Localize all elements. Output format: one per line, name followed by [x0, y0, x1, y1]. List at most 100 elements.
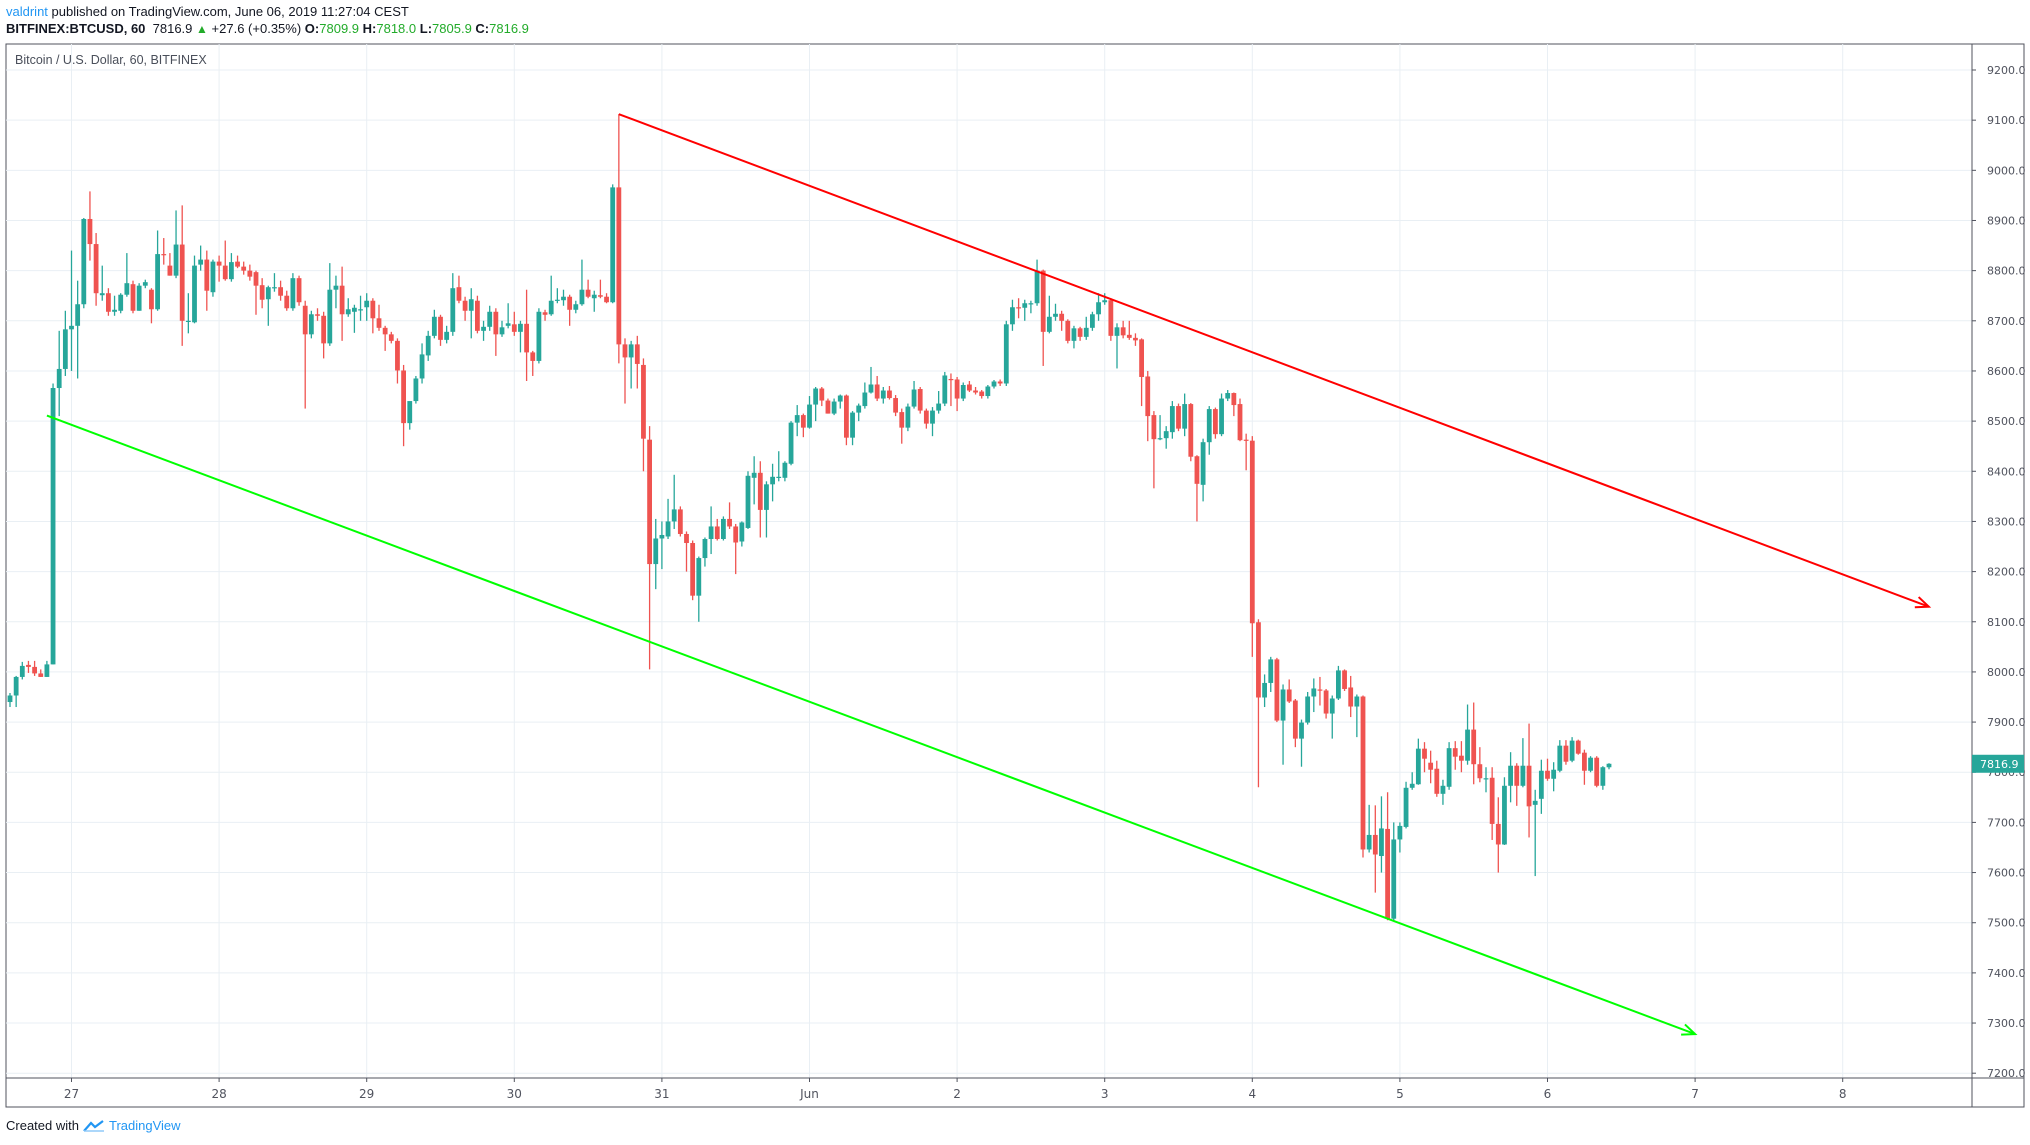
- candle: [874, 384, 880, 399]
- candle: [1083, 327, 1089, 337]
- close-value: 7816.9: [489, 21, 529, 36]
- candle: [364, 300, 370, 308]
- candle: [745, 475, 751, 528]
- price-axis-label: 8800.0: [1987, 265, 2026, 278]
- price-axis-label: 7200.0: [1987, 1067, 2026, 1080]
- candle: [930, 410, 935, 424]
- candle: [136, 285, 142, 311]
- candle: [1434, 768, 1440, 794]
- candle: [856, 405, 862, 413]
- candle: [868, 384, 874, 393]
- chart-frame: [5, 43, 2025, 1108]
- candle: [776, 476, 782, 478]
- candle: [1188, 404, 1194, 457]
- candle: [1299, 722, 1304, 739]
- candle: [1200, 442, 1206, 485]
- candle: [1077, 328, 1083, 337]
- candle: [1422, 748, 1427, 759]
- footer: Created with TradingView: [6, 1118, 181, 1133]
- close-label: C:: [475, 21, 490, 36]
- candle: [1163, 431, 1169, 439]
- candle: [917, 389, 923, 411]
- candle: [714, 526, 720, 539]
- author-link[interactable]: valdrint: [6, 4, 48, 19]
- candle: [991, 381, 997, 387]
- candle: [388, 334, 394, 341]
- candle: [302, 305, 308, 335]
- candle: [684, 533, 689, 544]
- candle: [1292, 700, 1298, 739]
- candle: [1588, 757, 1593, 771]
- candle: [967, 384, 972, 391]
- candle: [1342, 670, 1347, 689]
- candle: [1034, 270, 1040, 304]
- candle: [1280, 689, 1286, 721]
- time-axis[interactable]: [7, 1079, 1971, 1106]
- candle: [548, 300, 554, 315]
- support-trend-line[interactable]: [46, 414, 1696, 1036]
- candle: [179, 244, 185, 321]
- candle: [1397, 825, 1403, 840]
- candle: [573, 304, 579, 310]
- candle: [1274, 659, 1280, 721]
- price-axis-label: 9200.0: [1987, 64, 2026, 77]
- candle: [1582, 752, 1587, 771]
- candle: [813, 388, 819, 405]
- candle: [911, 389, 917, 407]
- candle: [690, 543, 696, 596]
- time-axis-label: 27: [64, 1087, 79, 1101]
- price-axis-label: 8600.0: [1987, 365, 2026, 378]
- candle: [253, 272, 259, 286]
- candle: [1348, 687, 1354, 707]
- price-axis[interactable]: [1973, 45, 2023, 1077]
- candle: [844, 395, 849, 438]
- candle: [321, 315, 327, 344]
- candle: [1071, 328, 1077, 341]
- candle: [1360, 696, 1366, 850]
- candle: [284, 295, 290, 309]
- candle: [142, 282, 148, 286]
- time-axis-label: 7: [1691, 1087, 1699, 1101]
- candle: [1317, 689, 1323, 691]
- candle: [788, 422, 794, 464]
- candle: [278, 287, 283, 296]
- candle: [1010, 307, 1015, 325]
- price-axis-label: 8500.0: [1987, 415, 2026, 428]
- candle: [339, 285, 345, 315]
- candle: [192, 265, 197, 323]
- candle: [770, 476, 775, 485]
- candle: [727, 518, 732, 527]
- candle: [1477, 764, 1483, 779]
- resistance-trend-line[interactable]: [618, 113, 1930, 608]
- candle: [210, 261, 216, 293]
- candle: [923, 410, 929, 424]
- price-axis-label: 8000.0: [1987, 666, 2026, 679]
- candle: [1391, 839, 1397, 919]
- candle: [905, 406, 911, 428]
- candle: [468, 299, 474, 311]
- candle: [247, 270, 253, 277]
- candle: [419, 354, 425, 379]
- candle: [235, 261, 240, 267]
- time-axis-label: 28: [211, 1087, 226, 1101]
- candle: [1606, 763, 1612, 768]
- candle: [1090, 314, 1095, 328]
- candle: [1538, 770, 1544, 799]
- price-axis-label: 8200.0: [1987, 566, 2026, 579]
- candle: [1569, 740, 1575, 761]
- candle: [604, 296, 609, 303]
- candle: [936, 403, 942, 411]
- tradingview-link[interactable]: TradingView: [108, 1118, 181, 1133]
- candle: [87, 218, 93, 245]
- price-change: +27.6 (+0.35%): [211, 21, 302, 36]
- candle: [444, 331, 450, 340]
- candle: [1120, 327, 1126, 336]
- candle: [296, 278, 302, 303]
- candle: [887, 390, 892, 399]
- candle: [567, 296, 573, 310]
- price-axis-label: 7900.0: [1987, 716, 2026, 729]
- candle: [198, 259, 204, 265]
- candle: [56, 368, 62, 389]
- candle: [985, 386, 991, 397]
